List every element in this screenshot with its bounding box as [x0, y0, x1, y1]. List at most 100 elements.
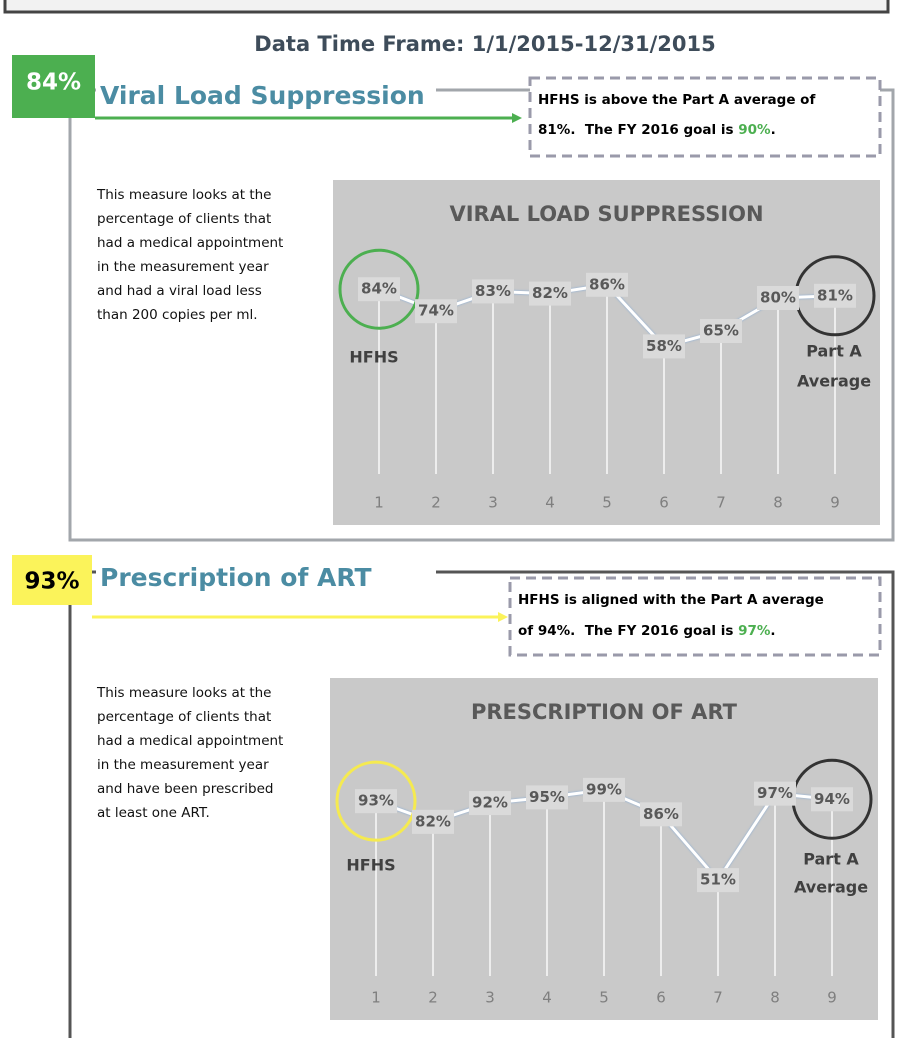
label-box: [529, 281, 571, 306]
time-frame: Data Time Frame: 1/1/2015-12/31/2015: [254, 32, 715, 56]
label-box: [472, 279, 514, 304]
badge-value: 84%: [26, 70, 81, 96]
x-tick-label: 1: [374, 494, 384, 512]
value-label: 97%: [757, 784, 793, 802]
label-box: [586, 272, 628, 297]
first-annotation: HFHS: [349, 348, 398, 367]
value-label: 82%: [415, 812, 451, 830]
label-box: [583, 777, 625, 802]
callout-line: HFHS is above the Part A average of: [538, 92, 815, 108]
description-line: had a medical appointment: [97, 733, 283, 749]
x-tick-label: 2: [431, 494, 441, 512]
section-heading: Viral Load Suppression: [100, 81, 425, 110]
callout-line: of 94%. The FY 2016 goal is 97%.: [518, 623, 776, 639]
value-label: 74%: [418, 302, 454, 320]
label-box: [757, 286, 799, 310]
value-label: 94%: [814, 790, 850, 808]
callout-text: of 94%. The FY 2016 goal is: [518, 623, 738, 639]
label-box: [415, 299, 457, 324]
description-line: percentage of clients that: [97, 211, 271, 227]
value-label: 84%: [361, 280, 397, 298]
value-label: 82%: [532, 284, 568, 302]
label-box: [469, 791, 511, 816]
x-tick-label: 5: [599, 989, 609, 1007]
chart-title: PRESCRIPTION OF ART: [471, 700, 738, 724]
value-label: 86%: [589, 275, 625, 293]
value-label: 95%: [529, 788, 565, 806]
x-tick-label: 9: [830, 494, 840, 512]
value-label: 51%: [700, 871, 736, 889]
description-line: and have been prescribed: [97, 781, 273, 797]
label-box: [640, 802, 682, 827]
value-label: 80%: [760, 289, 796, 307]
label-box: [358, 277, 400, 302]
x-tick-label: 6: [659, 494, 669, 512]
first-circle: [335, 760, 417, 842]
label-box: [697, 868, 739, 893]
section-frame: [68, 88, 895, 542]
callout-box: [528, 76, 882, 158]
callout-goal: 97%: [738, 623, 771, 639]
callout-text: 81%. The FY 2016 goal is: [538, 122, 738, 138]
heading-bg: [96, 558, 436, 598]
badge: [12, 55, 95, 118]
section-frame: [68, 570, 895, 1038]
value-label: 65%: [703, 322, 739, 340]
x-tick-label: 9: [827, 989, 837, 1007]
last-annotation: Average: [794, 878, 868, 897]
label-box: [643, 334, 685, 359]
callout-line: 81%. The FY 2016 goal is 90%.: [538, 122, 776, 138]
chart-title: VIRAL LOAD SUPPRESSION: [449, 202, 763, 226]
x-tick-label: 4: [545, 494, 555, 512]
callout-line: HFHS is aligned with the Part A average: [518, 592, 824, 608]
value-label: 83%: [475, 282, 511, 300]
description-line: in the measurement year: [97, 757, 269, 773]
badge-value: 93%: [24, 569, 79, 595]
first-annotation: HFHS: [346, 856, 395, 875]
callout-text: .: [771, 122, 776, 138]
x-tick-label: 7: [716, 494, 726, 512]
x-tick-label: 3: [488, 494, 498, 512]
heading-bg: [96, 76, 436, 116]
callout-text: .: [770, 623, 775, 639]
description-line: at least one ART.: [97, 805, 210, 821]
description-line: than 200 copies per ml.: [97, 307, 258, 323]
first-circle: [338, 248, 420, 330]
x-tick-label: 1: [371, 989, 381, 1007]
badge: [12, 555, 92, 605]
last-annotation: Part A: [806, 342, 862, 361]
value-label: 93%: [358, 792, 394, 810]
label-box: [355, 789, 397, 814]
x-tick-label: 6: [656, 989, 666, 1007]
x-tick-label: 3: [485, 989, 495, 1007]
callout-box: [508, 576, 882, 657]
value-label: 86%: [643, 805, 679, 823]
label-box: [814, 283, 856, 308]
arrow-head: [512, 113, 522, 123]
callout-goal: 90%: [738, 122, 771, 138]
value-label: 99%: [586, 780, 622, 798]
label-box: [700, 319, 742, 343]
label-box: [526, 785, 568, 810]
description-line: This measure looks at the: [96, 187, 271, 203]
x-tick-label: 4: [542, 989, 552, 1007]
section-heading: Prescription of ART: [100, 563, 372, 592]
description-line: in the measurement year: [97, 259, 269, 275]
description-line: and had a viral load less: [97, 283, 262, 299]
value-label: 92%: [472, 794, 508, 812]
top-frame: [3, 0, 890, 14]
x-tick-label: 8: [773, 494, 783, 512]
x-tick-label: 8: [770, 989, 780, 1007]
label-box: [412, 809, 454, 834]
last-annotation: Part A: [803, 850, 859, 869]
x-tick-label: 2: [428, 989, 438, 1007]
description-line: percentage of clients that: [97, 709, 271, 725]
label-box: [754, 781, 796, 806]
label-box: [811, 787, 853, 812]
description-line: This measure looks at the: [96, 685, 271, 701]
value-label: 58%: [646, 337, 682, 355]
last-annotation: Average: [797, 372, 871, 391]
description-line: had a medical appointment: [97, 235, 283, 251]
value-label: 81%: [817, 286, 853, 304]
